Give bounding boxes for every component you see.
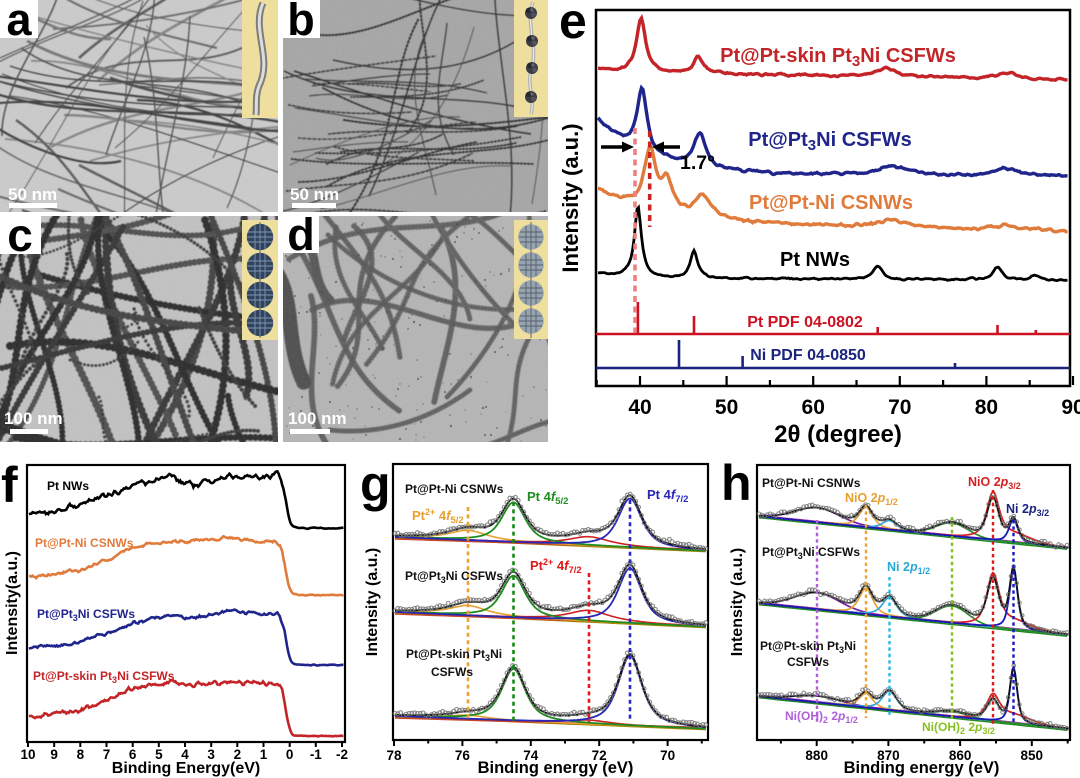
svg-text:2θ (degree): 2θ (degree) xyxy=(774,421,902,448)
svg-text:5: 5 xyxy=(155,747,163,762)
svg-text:Pt NWs: Pt NWs xyxy=(780,249,850,271)
svg-text:d: d xyxy=(287,209,315,260)
svg-text:76: 76 xyxy=(455,748,471,763)
svg-text:Pt@Pt-Ni CSNWs: Pt@Pt-Ni CSNWs xyxy=(762,476,861,490)
svg-text:CSFWs: CSFWs xyxy=(787,655,829,669)
svg-text:850: 850 xyxy=(1021,748,1044,763)
svg-text:0: 0 xyxy=(286,747,294,762)
svg-text:4: 4 xyxy=(181,747,189,762)
svg-text:6: 6 xyxy=(129,747,137,762)
svg-text:Pt@Pt-Ni CSNWs: Pt@Pt-Ni CSNWs xyxy=(749,192,913,214)
svg-text:50 nm: 50 nm xyxy=(290,185,339,204)
svg-text:a: a xyxy=(6,0,32,45)
svg-text:-2: -2 xyxy=(336,747,348,762)
svg-text:Pt@Pt-skin Pt3Ni: Pt@Pt-skin Pt3Ni xyxy=(760,639,856,655)
svg-text:860: 860 xyxy=(949,748,972,763)
svg-text:Pt@Pt-skin Pt3Ni CSFWs: Pt@Pt-skin Pt3Ni CSFWs xyxy=(33,669,175,685)
svg-text:Pt@Pt3Ni CSFWs: Pt@Pt3Ni CSFWs xyxy=(762,545,860,561)
svg-text:70: 70 xyxy=(888,396,911,419)
svg-text:Intensity (a.u.): Intensity (a.u.) xyxy=(729,548,746,656)
svg-text:Pt@Pt-skin Pt3Ni CSFWs: Pt@Pt-skin Pt3Ni CSFWs xyxy=(720,45,956,70)
svg-text:Intensity (a.u.): Intensity (a.u.) xyxy=(364,548,381,656)
svg-text:Pt@Pt3Ni CSFWs: Pt@Pt3Ni CSFWs xyxy=(37,607,135,623)
svg-text:Pt NWs: Pt NWs xyxy=(47,479,89,493)
svg-text:870: 870 xyxy=(877,748,900,763)
svg-text:Binding energy (eV): Binding energy (eV) xyxy=(478,759,634,777)
svg-text:90: 90 xyxy=(1061,396,1080,419)
svg-text:10: 10 xyxy=(20,747,35,762)
svg-text:3: 3 xyxy=(207,747,215,762)
svg-text:Ni PDF 04-0850: Ni PDF 04-0850 xyxy=(750,347,866,364)
svg-text:e: e xyxy=(559,0,587,49)
svg-text:b: b xyxy=(287,0,315,45)
svg-text:80: 80 xyxy=(975,396,998,419)
svg-text:h: h xyxy=(721,455,752,511)
svg-text:2: 2 xyxy=(234,747,242,762)
svg-text:Binding energy (eV): Binding energy (eV) xyxy=(844,759,1000,777)
svg-text:7: 7 xyxy=(103,747,111,762)
svg-text:c: c xyxy=(7,209,33,261)
svg-text:50 nm: 50 nm xyxy=(8,185,57,204)
svg-text:NiO 2p1/2: NiO 2p1/2 xyxy=(845,491,898,507)
svg-text:8: 8 xyxy=(77,747,85,762)
svg-text:40: 40 xyxy=(628,396,651,419)
svg-text:Ni(OH)2 2p1/2: Ni(OH)2 2p1/2 xyxy=(785,709,858,725)
svg-text:880: 880 xyxy=(805,748,828,763)
svg-text:72: 72 xyxy=(592,748,607,763)
svg-text:Pt@Pt3Ni CSFWs: Pt@Pt3Ni CSFWs xyxy=(748,129,911,154)
svg-text:74: 74 xyxy=(523,748,539,763)
svg-text:60: 60 xyxy=(802,396,825,419)
svg-text:f: f xyxy=(1,457,18,513)
svg-text:CSFWs: CSFWs xyxy=(431,665,473,679)
svg-text:g: g xyxy=(360,456,391,512)
svg-text:Binding Energy(eV): Binding Energy(eV) xyxy=(112,760,260,777)
svg-text:-1: -1 xyxy=(310,747,322,762)
svg-text:NiO 2p3/2: NiO 2p3/2 xyxy=(968,475,1021,491)
svg-text:100 nm: 100 nm xyxy=(4,409,63,428)
svg-text:Pt PDF 04-0802: Pt PDF 04-0802 xyxy=(747,314,863,331)
svg-text:Intensity(a.u.): Intensity(a.u.) xyxy=(4,551,21,655)
svg-text:Intensity (a.u.): Intensity (a.u.) xyxy=(558,123,583,272)
svg-text:Pt@Pt3Ni CSFWs: Pt@Pt3Ni CSFWs xyxy=(405,569,503,585)
svg-text:78: 78 xyxy=(386,748,402,763)
svg-text:9: 9 xyxy=(50,747,58,762)
svg-text:Ni(OH)2 2p3/2: Ni(OH)2 2p3/2 xyxy=(922,720,995,736)
svg-text:1: 1 xyxy=(260,747,268,762)
svg-text:1.7°: 1.7° xyxy=(680,152,715,174)
svg-text:Pt@Pt-Ni CSNWs: Pt@Pt-Ni CSNWs xyxy=(405,482,504,496)
svg-text:100 nm: 100 nm xyxy=(288,409,347,428)
svg-text:Pt@Pt-Ni CSNWs: Pt@Pt-Ni CSNWs xyxy=(35,536,134,550)
svg-text:70: 70 xyxy=(660,748,675,763)
svg-text:Pt@Pt-skin Pt3Ni: Pt@Pt-skin Pt3Ni xyxy=(406,647,502,663)
svg-text:50: 50 xyxy=(715,396,738,419)
